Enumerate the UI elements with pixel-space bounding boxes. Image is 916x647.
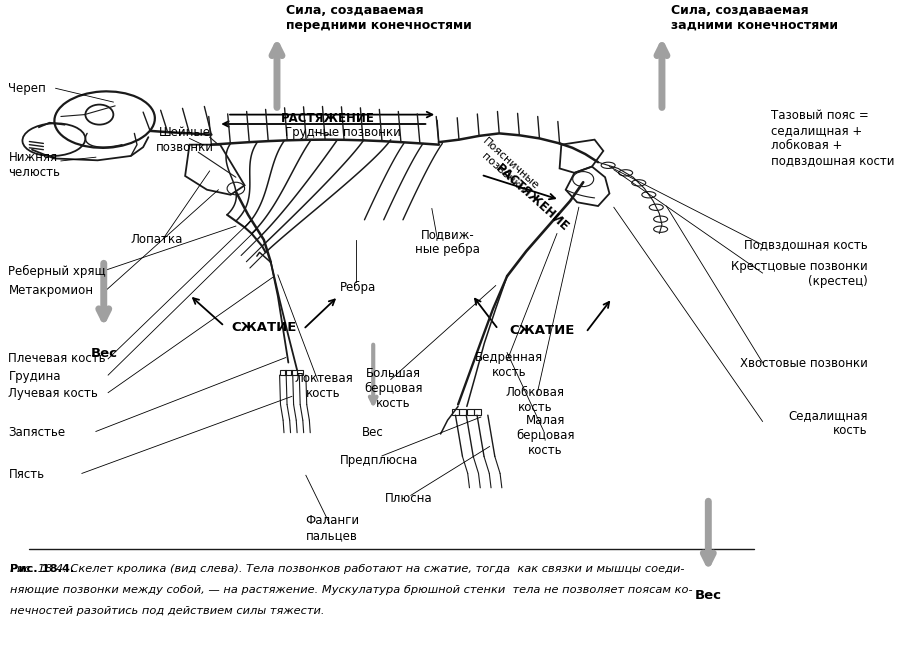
Text: Рис. 18.4. Скелет кролика (вид слева). Тела позвонков работают на сжатие, тогда : Рис. 18.4. Скелет кролика (вид слева). Т…	[10, 564, 684, 574]
Text: Предплюсна: Предплюсна	[340, 454, 419, 466]
Text: Плюсна: Плюсна	[385, 492, 432, 505]
Text: Грудина: Грудина	[8, 370, 60, 383]
Bar	[459, 409, 466, 415]
Bar	[286, 370, 291, 375]
Text: Метакромион: Метакромион	[8, 284, 93, 297]
Text: Вес: Вес	[363, 426, 384, 439]
Text: Лoктевая
кость: Лoктевая кость	[294, 372, 353, 400]
Text: Поясничные
позвонки: Поясничные позвонки	[473, 137, 541, 201]
FancyArrowPatch shape	[230, 112, 432, 117]
Bar	[279, 370, 286, 375]
Text: няющие позвонки между собой, — на растяжение. Мускулатура брюшной стенки  тела н: няющие позвонки между собой, — на растяж…	[10, 585, 692, 595]
Text: Сила, создаваемая
задними конечностями: Сила, создаваемая задними конечностями	[671, 4, 838, 32]
Text: нечностей разойтись под действием силы тяжести.: нечностей разойтись под действием силы т…	[10, 606, 324, 615]
FancyArrowPatch shape	[224, 121, 426, 127]
Text: Запястье: Запястье	[8, 426, 66, 439]
FancyArrowPatch shape	[587, 302, 609, 331]
Text: СЖАТИЕ: СЖАТИЕ	[509, 324, 574, 337]
Text: Плечевая кость: Плечевая кость	[8, 353, 106, 366]
Text: Седалищная
кость: Седалищная кость	[788, 410, 867, 437]
Text: Лобковая
кость: Лобковая кость	[506, 386, 564, 413]
FancyArrowPatch shape	[305, 300, 334, 327]
Text: Грудные позвонки: Грудные позвонки	[285, 126, 400, 138]
Text: Вес: Вес	[91, 347, 117, 360]
Text: Нижняя
челюсть: Нижняя челюсть	[8, 151, 60, 179]
Text: Шейные
позвонки: Шейные позвонки	[156, 126, 214, 153]
Text: Лучевая кость: Лучевая кость	[8, 388, 98, 400]
Bar	[466, 409, 474, 415]
Text: Большая
берцовая
кость: Большая берцовая кость	[364, 367, 422, 410]
Text: Тазовый пояс =
седалищная +
лобковая +
подвздошная кости: Тазовый пояс = седалищная + лобковая + п…	[771, 109, 895, 168]
Text: Крестцовые позвонки
(крестец): Крестцовые позвонки (крестец)	[731, 260, 867, 289]
FancyArrowPatch shape	[484, 175, 555, 199]
Text: СЖАТИЕ: СЖАТИЕ	[231, 321, 297, 334]
Text: Реберный хрящ: Реберный хрящ	[8, 265, 106, 278]
Text: Фаланги
пальцев: Фаланги пальцев	[305, 514, 359, 542]
Bar	[297, 370, 303, 375]
Text: Рис. 18.4.: Рис. 18.4.	[10, 564, 74, 574]
FancyArrowPatch shape	[193, 298, 223, 324]
Text: Череп: Череп	[8, 82, 46, 95]
Text: Хвостовые позвонки: Хвостовые позвонки	[740, 357, 867, 370]
Text: РАСТЯЖЕНИЕ: РАСТЯЖЕНИЕ	[493, 162, 572, 234]
Text: Малая
берцовая
кость: Малая берцовая кость	[517, 414, 575, 457]
Bar	[452, 409, 459, 415]
Text: Сила, создаваемая
передними конечностями: Сила, создаваемая передними конечностями	[286, 4, 472, 32]
Text: РАСТЯЖЕНИЕ: РАСТЯЖЕНИЕ	[281, 113, 375, 126]
Text: Лопатка: Лопатка	[131, 234, 183, 247]
Text: Бедренная
кость: Бедренная кость	[474, 351, 543, 379]
Text: Вес: Вес	[695, 589, 722, 602]
Text: Пясть: Пясть	[8, 468, 45, 481]
FancyArrowPatch shape	[475, 299, 496, 327]
Text: Подвиж-
ные ребра: Подвиж- ные ребра	[415, 228, 480, 256]
Text: Ребра: Ребра	[340, 281, 376, 294]
Text: Подвздошная кость: Подвздошная кость	[744, 238, 867, 251]
Bar	[474, 409, 481, 415]
Bar	[291, 370, 298, 375]
